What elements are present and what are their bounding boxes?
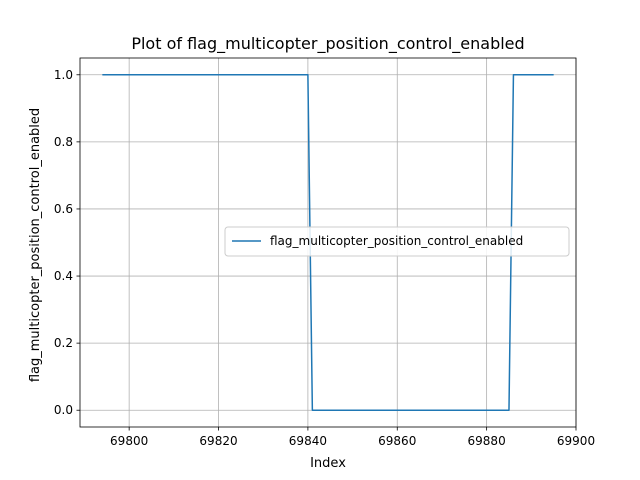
y-tick-label-2: 0.4 <box>54 269 73 283</box>
x-tick-label-1: 69820 <box>199 434 237 448</box>
axes-frame <box>79 57 577 428</box>
y-tick-label-4: 0.8 <box>54 135 73 149</box>
x-tick-label-4: 69880 <box>468 434 506 448</box>
plot-area: 69800 69820 69840 69860 69880 69900 0.0 0.2 0.4 0… <box>54 57 595 448</box>
x-axis-label: Index <box>310 456 346 471</box>
legend-box <box>224 226 570 257</box>
y-tick-label-5: 1.0 <box>54 68 73 82</box>
series-line-0 <box>102 74 554 411</box>
y-tick-label-0: 0.0 <box>54 403 73 417</box>
x-tick-label-5: 69900 <box>557 434 595 448</box>
x-tick-label-2: 69840 <box>289 434 327 448</box>
y-axis-label: flag_multicopter_position_control_enable… <box>28 108 43 382</box>
x-tick-label-3: 69860 <box>378 434 416 448</box>
y-tick-label-1: 0.2 <box>54 336 73 350</box>
x-tick-label-0: 69800 <box>110 434 148 448</box>
legend: flag_multicopter_position_control_enable… <box>224 226 570 257</box>
legend-label-0: flag_multicopter_position_control_enable… <box>270 234 523 248</box>
chart-title: Plot of flag_multicopter_position_contro… <box>131 34 524 54</box>
y-tick-label-3: 0.6 <box>54 202 73 216</box>
